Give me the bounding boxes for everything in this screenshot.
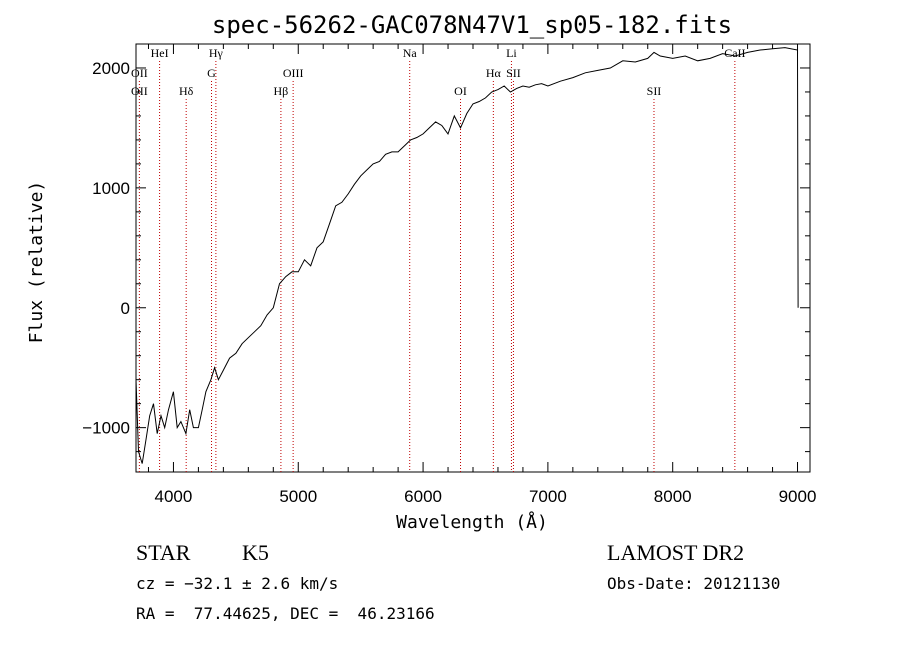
x-axis-label: Wavelength (Å) — [396, 511, 548, 533]
spectral-line-label: SII — [647, 84, 662, 98]
x-axis-ticks: 4000 5000 6000 7000 8000 9000 — [147, 44, 817, 506]
survey-name: LAMOST DR2 — [607, 540, 745, 565]
y-tick-label: 0 — [121, 299, 130, 318]
spectral-line-label: G — [207, 66, 216, 80]
spectral-line-label: Hα — [486, 66, 502, 80]
spectral-line-label: OI — [454, 84, 467, 98]
redshift-info: cz = −32.1 ± 2.6 km/s — [136, 574, 339, 593]
y-axis-label: Flux (relative) — [26, 181, 47, 344]
spectral-line-label: OIII — [283, 66, 304, 80]
spectral-line-label: CaII — [724, 46, 745, 60]
x-tick-label: 9000 — [779, 487, 817, 506]
spectral-line-label: HeI — [151, 46, 169, 60]
y-tick-label: 2000 — [92, 59, 130, 78]
coordinates: RA = 77.44625, DEC = 46.23166 — [136, 604, 435, 623]
x-tick-label: 4000 — [155, 487, 193, 506]
x-tick-label: 6000 — [404, 487, 442, 506]
spectral-line-label: OII — [131, 84, 148, 98]
spectral-line-label: Hγ — [209, 46, 224, 60]
object-subclass: K5 — [242, 540, 269, 565]
spectral-line-label: OII — [131, 66, 148, 80]
y-tick-label: −1000 — [82, 419, 130, 438]
x-tick-label: 7000 — [529, 487, 567, 506]
y-axis-ticks: −1000 0 1000 2000 — [82, 43, 810, 453]
object-class: STAR — [136, 540, 191, 565]
plot-frame — [135, 43, 811, 473]
spectral-line-label: Hδ — [179, 84, 194, 98]
spectral-line-label: Hβ — [274, 84, 289, 98]
x-tick-label: 5000 — [279, 487, 317, 506]
spectral-line-label: SII — [506, 66, 521, 80]
spectral-line-label: Na — [403, 46, 418, 60]
spectrum-chart: spec-56262-GAC078N47V1_sp05-182.fits OII… — [26, 11, 817, 533]
spectral-line-label: Li — [506, 46, 517, 60]
y-tick-label: 1000 — [92, 179, 130, 198]
chart-title: spec-56262-GAC078N47V1_sp05-182.fits — [212, 11, 732, 39]
spectrum-line — [135, 47, 799, 464]
x-tick-label: 8000 — [654, 487, 692, 506]
obs-date: Obs-Date: 20121130 — [607, 574, 781, 593]
